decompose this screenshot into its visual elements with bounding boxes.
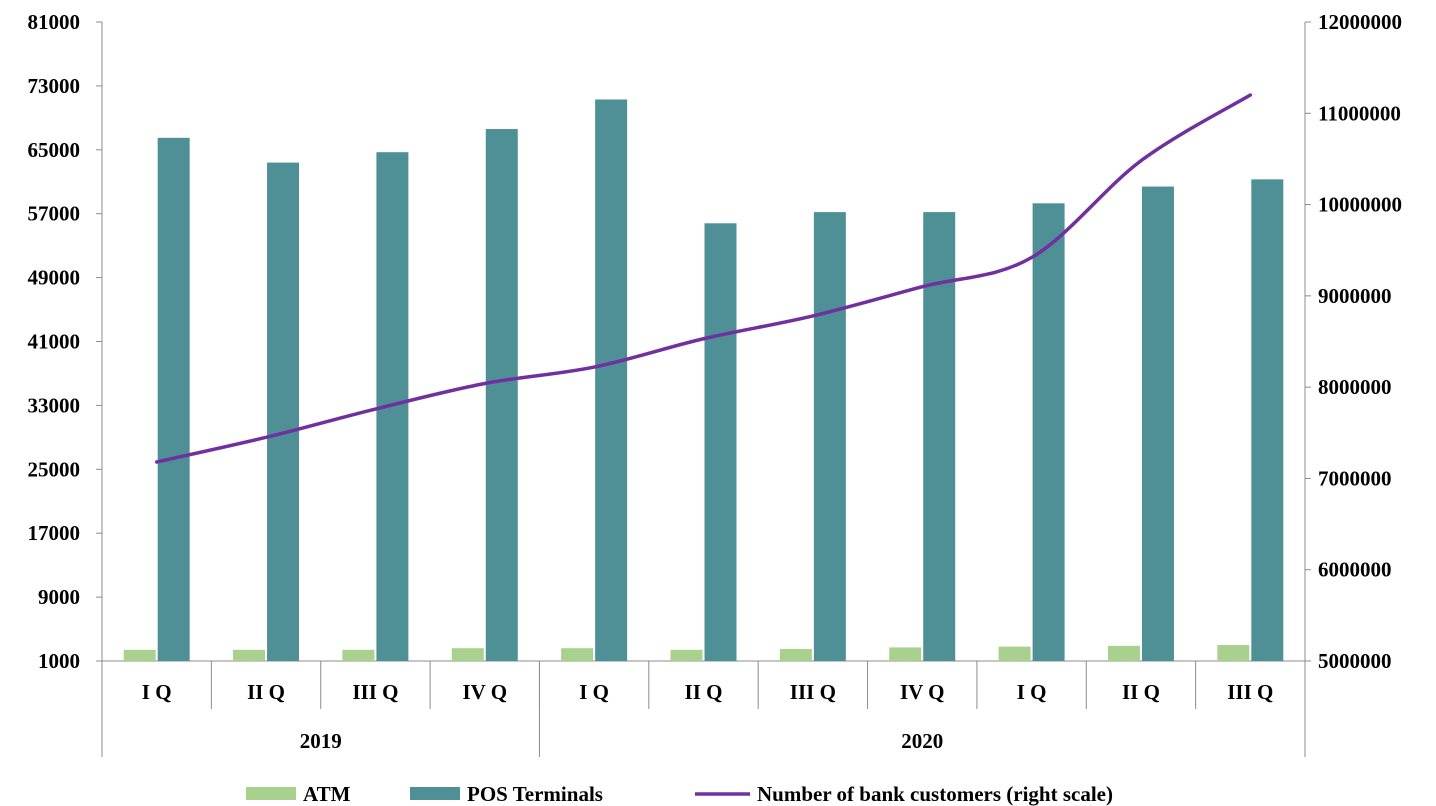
left-tick-label: 17000 (28, 521, 81, 545)
category-label: III Q (352, 680, 398, 704)
atm-bar (342, 649, 375, 661)
category-label: II Q (685, 680, 723, 704)
pos-bar (485, 129, 518, 662)
right-tick-label: 5000000 (1318, 649, 1392, 673)
right-tick-label: 9000000 (1318, 284, 1392, 308)
pos-bar (267, 162, 300, 661)
pos-bar (157, 137, 190, 662)
left-tick-label: 33000 (28, 393, 81, 417)
atm-bar (889, 647, 922, 661)
legend: ATM POS Terminals Number of bank custome… (246, 782, 1113, 806)
left-tick-label: 49000 (28, 266, 81, 290)
right-tick-label: 7000000 (1318, 466, 1392, 490)
pos-bar (813, 212, 846, 662)
left-tick-label: 1000 (38, 649, 80, 673)
legend-swatch-atm (246, 787, 296, 800)
left-tick-label: 41000 (28, 330, 81, 354)
bars (123, 99, 1284, 662)
atm-bar (123, 649, 156, 661)
right-tick-label: 8000000 (1318, 375, 1392, 399)
category-label: I Q (579, 680, 609, 704)
right-tick-label: 12000000 (1318, 10, 1402, 34)
category-label: III Q (1227, 680, 1273, 704)
category-label: I Q (142, 680, 172, 704)
tick-labels: 1000 9000 17000 25000 33000 41000 49000 57000 65… (28, 10, 1403, 753)
pos-bar (1032, 203, 1065, 661)
right-tick-label: 10000000 (1318, 193, 1402, 217)
legend-label-pos: POS Terminals (467, 782, 603, 806)
left-tick-label: 9000 (38, 585, 80, 609)
left-tick-label: 65000 (28, 138, 81, 162)
left-tick-label: 57000 (28, 202, 81, 226)
right-tick-label: 6000000 (1318, 558, 1392, 582)
customer-line (154, 93, 1253, 464)
atm-bar (1217, 645, 1250, 661)
category-label: II Q (247, 680, 285, 704)
pos-bar (704, 223, 737, 661)
customers-line-path (154, 93, 1253, 464)
legend-swatch-pos (410, 787, 460, 800)
atm-bar (670, 649, 703, 661)
category-label: I Q (1017, 680, 1047, 704)
left-tick-label: 81000 (28, 10, 81, 34)
atm-bar (1107, 645, 1140, 661)
pos-bar (595, 99, 628, 661)
right-tick-label: 11000000 (1318, 101, 1401, 125)
category-label: III Q (790, 680, 836, 704)
group-label: 2020 (901, 729, 943, 753)
atm-bar (233, 649, 266, 661)
category-label: IV Q (462, 680, 507, 704)
legend-label-customers: Number of bank customers (right scale) (757, 782, 1113, 806)
atm-bar (451, 648, 484, 661)
left-tick-label: 25000 (28, 457, 81, 481)
pos-bar (1251, 179, 1284, 661)
pos-bar (1141, 186, 1174, 662)
left-tick-label: 73000 (28, 74, 81, 98)
atm-bar (561, 648, 594, 661)
category-label: IV Q (900, 680, 945, 704)
atm-bar (779, 649, 812, 661)
atm-bar (998, 646, 1031, 661)
category-label: II Q (1122, 680, 1160, 704)
legend-label-atm: ATM (303, 782, 351, 806)
axes (96, 21, 1311, 757)
group-label: 2019 (300, 729, 342, 753)
